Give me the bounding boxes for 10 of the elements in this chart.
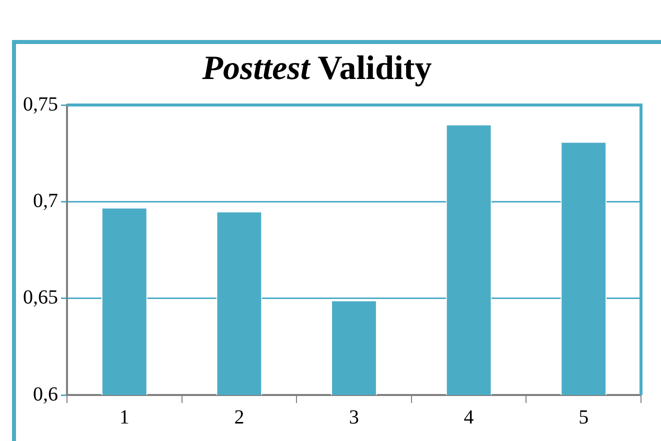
x-tick-label: 5 xyxy=(578,406,589,428)
y-tick-label: 0,75 xyxy=(23,93,58,116)
y-tick-label: 0,65 xyxy=(23,286,58,309)
chart-title: Posttest Validity xyxy=(202,50,432,87)
x-tick-label: 1 xyxy=(119,406,130,428)
x-tick-label: 4 xyxy=(464,406,474,428)
x-tick-label: 3 xyxy=(349,406,359,428)
x-tick-label: 2 xyxy=(234,406,244,428)
y-tick-label: 0,6 xyxy=(33,383,58,406)
y-tick-label: 0,7 xyxy=(33,190,58,212)
